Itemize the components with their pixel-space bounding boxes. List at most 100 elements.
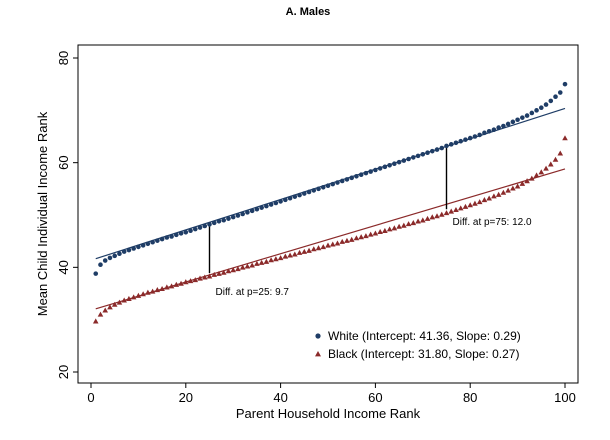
data-point-black (505, 187, 511, 193)
data-point-black (377, 228, 383, 234)
data-point-white (259, 205, 264, 210)
difference-label: Diff. at p=75: 12.0 (453, 217, 532, 228)
data-point-black (310, 246, 317, 252)
y-tick-label: 40 (56, 260, 71, 274)
data-point-white (434, 147, 440, 152)
data-point-white (283, 197, 288, 203)
data-point-white (302, 191, 307, 196)
legend-entry: White (Intercept: 41.36, Slope: 0.29) (328, 329, 521, 343)
x-tick-label: 100 (554, 390, 576, 405)
data-point-white (107, 255, 113, 261)
x-tick-label: 0 (87, 390, 94, 405)
data-point-black (491, 193, 497, 199)
fit-line-white (95, 107, 566, 260)
data-point-black (325, 242, 331, 248)
data-point-black (358, 234, 364, 240)
plot-frame (77, 44, 579, 384)
data-point-black (230, 267, 236, 273)
data-point-white (330, 181, 336, 187)
data-point-white (562, 81, 568, 87)
data-point-white (155, 238, 160, 243)
data-point-black (197, 275, 203, 281)
data-point-white (448, 142, 454, 147)
data-point-white (411, 155, 416, 160)
data-point-black (382, 227, 388, 233)
data-point-black (107, 304, 113, 310)
data-point-black (353, 235, 360, 241)
data-point-white (477, 132, 482, 138)
chart-title: A. Males (286, 6, 331, 18)
y-tick-label: 80 (56, 51, 71, 65)
data-point-black (396, 223, 402, 229)
data-point-white (524, 113, 530, 118)
data-point-white (316, 186, 321, 192)
data-point-white (496, 125, 501, 130)
data-point-black (220, 269, 227, 275)
data-point-white (344, 177, 350, 182)
data-point-white (557, 90, 563, 95)
data-point-black (453, 206, 459, 213)
data-point-black (429, 214, 436, 220)
y-axis-label: Mean Child Individual Income Rank (35, 111, 50, 316)
data-point-white (159, 236, 165, 242)
data-point-black (562, 135, 568, 141)
data-point-black (116, 299, 123, 305)
data-point-white (140, 243, 146, 248)
data-point-black (239, 264, 246, 270)
data-point-black (292, 251, 298, 257)
data-point-white (339, 178, 345, 184)
data-point-white (245, 210, 250, 215)
data-point-black (211, 271, 218, 277)
data-point-white (373, 167, 378, 173)
x-tick-label: 80 (463, 390, 477, 405)
legend-marker-black (315, 351, 321, 357)
data-point-white (505, 121, 511, 127)
fit-line-black (95, 168, 566, 310)
data-point-white (420, 151, 426, 157)
data-point-white (377, 166, 383, 171)
data-point-black (348, 236, 355, 242)
data-point-white (553, 94, 558, 100)
data-point-white (320, 184, 326, 190)
data-point-black (97, 311, 104, 317)
data-point-black (420, 217, 426, 223)
data-point-black (495, 191, 502, 197)
plot-area: 0 20 40 60 80 100 20 40 60 80 Diff. at p=25: 9.7 Di… (56, 44, 579, 405)
data-point-black (254, 260, 260, 266)
data-point-black (462, 203, 469, 209)
data-point-black (410, 220, 417, 226)
data-point-white (349, 175, 355, 181)
data-point-black (145, 289, 151, 295)
data-point-black (130, 294, 137, 300)
data-point-white (515, 117, 520, 123)
data-point-white (98, 262, 103, 268)
data-point-black (344, 237, 350, 243)
data-point-white (382, 164, 388, 170)
data-point-black (467, 202, 473, 208)
data-point-black (372, 230, 379, 236)
data-point-white (131, 246, 136, 251)
data-point-black (472, 200, 478, 206)
data-point-black (391, 225, 398, 231)
data-point-white (368, 169, 373, 174)
data-point-black (102, 307, 109, 313)
data-point-white (150, 239, 155, 245)
data-point-white (543, 102, 549, 107)
data-point-white (363, 170, 369, 176)
data-point-white (429, 148, 435, 154)
data-point-white (178, 231, 184, 236)
data-point-white (121, 249, 127, 254)
data-point-black (173, 281, 180, 287)
data-point-black (386, 226, 393, 232)
data-point-white (264, 203, 269, 209)
data-point-black (514, 183, 521, 189)
data-point-black (159, 285, 165, 292)
data-point-black (282, 253, 289, 259)
data-point-white (273, 200, 279, 206)
data-point-white (169, 234, 174, 239)
data-point-black (476, 199, 483, 205)
x-tick-label: 20 (179, 390, 193, 405)
data-point-white (534, 108, 539, 113)
data-point-black (500, 189, 507, 195)
